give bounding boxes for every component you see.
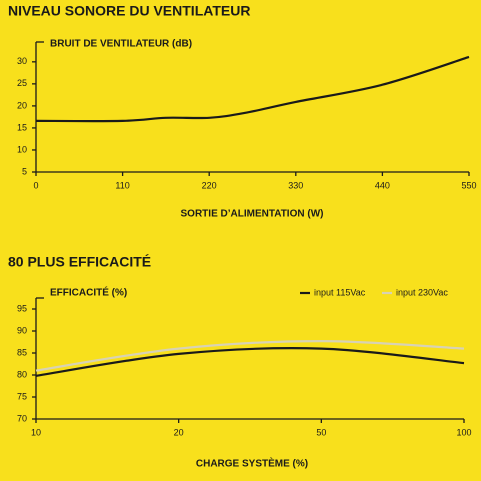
y-tick-label: 15 bbox=[17, 122, 27, 132]
x-tick-label: 0 bbox=[33, 180, 38, 190]
x-axis-label: CHARGE SYSTÈME (%) bbox=[196, 457, 308, 470]
y-axis-label: EFFICACITÉ (%) bbox=[50, 286, 127, 299]
x-tick-label: 220 bbox=[202, 180, 217, 190]
y-tick-label: 10 bbox=[17, 144, 27, 154]
y-tick-label: 75 bbox=[17, 391, 27, 401]
y-tick-label: 30 bbox=[17, 56, 27, 66]
x-tick-label: 440 bbox=[375, 180, 390, 190]
x-tick-label: 50 bbox=[316, 427, 326, 437]
legend-label: input 115Vac bbox=[314, 287, 366, 297]
y-tick-label: 80 bbox=[17, 369, 27, 379]
y-tick-label: 95 bbox=[17, 303, 27, 313]
x-axis-label: SORTIE D’ALIMENTATION (W) bbox=[181, 209, 324, 220]
y-tick-label: 25 bbox=[17, 78, 27, 88]
chart-title: 80 PLUS EFFICACITÉ bbox=[8, 254, 151, 270]
y-tick-label: 70 bbox=[17, 413, 27, 423]
y-tick-label: 85 bbox=[17, 347, 27, 357]
x-tick-label: 20 bbox=[174, 427, 184, 437]
y-tick-label: 90 bbox=[17, 325, 27, 335]
series-line bbox=[35, 55, 470, 123]
x-tick-label: 330 bbox=[288, 180, 303, 190]
series-line bbox=[35, 340, 465, 372]
chart-title: NIVEAU SONORE DU VENTILATEUR bbox=[8, 3, 250, 19]
y-tick-label: 5 bbox=[22, 166, 27, 176]
x-tick-label: 110 bbox=[115, 180, 129, 190]
x-tick-label: 550 bbox=[461, 180, 476, 190]
legend-label: input 230Vac bbox=[396, 287, 448, 297]
x-tick-label: 10 bbox=[31, 427, 41, 437]
y-axis-label: BRUIT DE VENTILATEUR (dB) bbox=[50, 39, 192, 50]
y-tick-label: 20 bbox=[17, 100, 27, 110]
series-line bbox=[35, 347, 465, 377]
x-tick-label: 100 bbox=[456, 427, 471, 437]
